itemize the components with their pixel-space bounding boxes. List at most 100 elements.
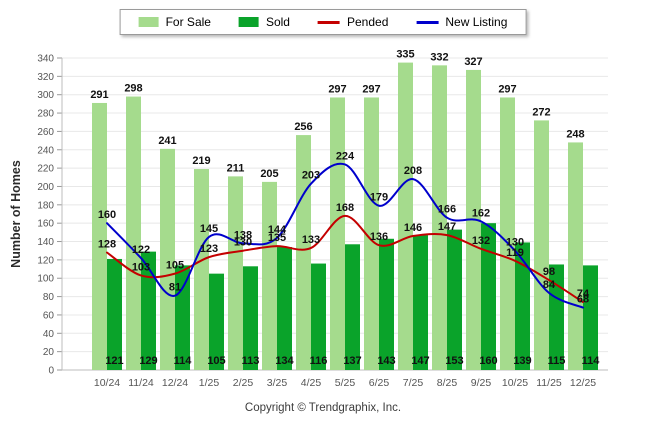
y-tick-label: 180 <box>37 200 54 211</box>
label-for-sale: 248 <box>566 128 584 140</box>
bar-for-sale <box>228 176 243 370</box>
bar-sold <box>311 263 326 370</box>
y-tick-label: 160 <box>37 219 54 230</box>
bar-sold <box>413 235 428 370</box>
line-new-listing <box>106 162 584 309</box>
x-axis-label: 12/24 <box>162 377 188 389</box>
legend-label-for-sale: For Sale <box>165 15 211 29</box>
label-sold: 160 <box>479 355 497 367</box>
sold-swatch-icon <box>238 17 259 27</box>
bar-sold <box>481 223 496 370</box>
label-new-listing: 144 <box>268 224 287 236</box>
label-pended: 133 <box>302 234 320 246</box>
label-sold: 121 <box>105 355 123 367</box>
label-sold: 139 <box>513 355 531 367</box>
bar-for-sale <box>432 65 447 370</box>
label-sold: 137 <box>343 355 361 367</box>
bar-for-sale <box>568 142 583 370</box>
label-sold: 134 <box>275 355 294 367</box>
label-pended: 98 <box>543 266 555 278</box>
label-sold: 153 <box>445 355 463 367</box>
label-new-listing: 160 <box>98 209 116 221</box>
label-sold: 114 <box>174 355 193 367</box>
label-new-listing: 203 <box>302 170 320 182</box>
bar-for-sale <box>364 97 379 370</box>
x-axis-label: 11/25 <box>536 377 562 389</box>
label-for-sale: 327 <box>464 56 482 68</box>
bar-sold <box>345 244 360 370</box>
x-axis-label: 11/24 <box>128 377 154 389</box>
y-tick-label: 200 <box>37 182 54 193</box>
label-new-listing: 145 <box>200 223 218 235</box>
label-sold: 114 <box>582 355 601 367</box>
label-for-sale: 332 <box>430 51 448 63</box>
bar-for-sale <box>398 62 413 371</box>
bar-for-sale <box>126 96 141 371</box>
label-pended: 132 <box>472 235 490 247</box>
y-tick-label: 60 <box>43 310 55 321</box>
legend-item-sold: Sold <box>238 15 290 29</box>
y-axis-title: Number of Homes <box>9 160 23 268</box>
legend-item-for-sale: For Sale <box>138 15 211 29</box>
y-tick-label: 220 <box>37 164 54 175</box>
label-sold: 113 <box>242 355 260 367</box>
label-pended: 128 <box>98 239 116 251</box>
bar-sold <box>549 264 564 370</box>
label-new-listing: 130 <box>506 237 524 249</box>
x-axis-label: 12/25 <box>570 377 596 389</box>
bar-sold <box>515 242 530 370</box>
x-axis-label: 10/25 <box>502 377 528 389</box>
label-pended: 130 <box>234 237 252 249</box>
y-tick-label: 140 <box>37 237 54 248</box>
y-tick-label: 120 <box>37 255 54 266</box>
label-for-sale: 297 <box>498 83 516 95</box>
label-sold: 116 <box>310 355 328 367</box>
bar-for-sale <box>330 97 345 370</box>
y-tick-label: 240 <box>37 145 54 156</box>
y-tick-label: 40 <box>43 329 55 340</box>
label-sold: 105 <box>207 355 225 367</box>
x-axis-label: 6/25 <box>369 377 390 389</box>
label-for-sale: 335 <box>396 49 414 61</box>
bar-for-sale <box>500 97 515 370</box>
chart-plot: Number of Homes 0 20 40 60 80 100 120 140 160 180… <box>9 49 608 389</box>
label-pended: 103 <box>132 261 150 273</box>
label-for-sale: 297 <box>328 83 346 95</box>
legend-item-pended: Pended <box>317 15 388 29</box>
copyright-text: Copyright © Trendgraphix, Inc. <box>244 402 402 414</box>
bar-sold <box>107 258 122 370</box>
bar-sold <box>447 229 462 370</box>
y-tick-label: 80 <box>43 292 55 303</box>
x-axis-label: 2/25 <box>233 377 254 389</box>
x-axis-label: 8/25 <box>437 377 458 389</box>
label-new-listing: 84 <box>543 279 556 291</box>
y-tick-label: 0 <box>48 366 54 377</box>
label-new-listing: 166 <box>438 204 456 216</box>
new-listing-line-swatch-icon <box>416 20 439 24</box>
label-for-sale: 205 <box>260 168 278 180</box>
label-pended: 147 <box>438 221 456 233</box>
label-new-listing: 179 <box>370 192 388 204</box>
label-new-listing: 81 <box>169 282 181 294</box>
label-sold: 115 <box>548 355 566 367</box>
label-pended: 74 <box>577 288 590 300</box>
bar-sold <box>243 266 258 370</box>
bar-for-sale <box>160 148 175 370</box>
y-tick-label: 260 <box>37 127 54 138</box>
legend-item-new-listing: New Listing <box>416 15 507 29</box>
label-new-listing: 138 <box>234 229 252 241</box>
label-for-sale: 211 <box>227 162 245 174</box>
label-for-sale: 219 <box>192 155 210 167</box>
label-sold: 147 <box>411 355 429 367</box>
legend-label-sold: Sold <box>265 15 290 29</box>
y-tick-label: 320 <box>37 72 54 83</box>
label-pended: 135 <box>268 232 286 244</box>
bar-sold <box>583 265 598 370</box>
y-tick-label: 300 <box>37 90 54 101</box>
legend: For Sale Sold Pended New Listing <box>119 9 527 35</box>
bar-for-sale <box>92 102 107 370</box>
label-for-sale: 256 <box>294 121 312 133</box>
bar-sold <box>209 273 224 370</box>
label-for-sale: 272 <box>532 106 550 118</box>
